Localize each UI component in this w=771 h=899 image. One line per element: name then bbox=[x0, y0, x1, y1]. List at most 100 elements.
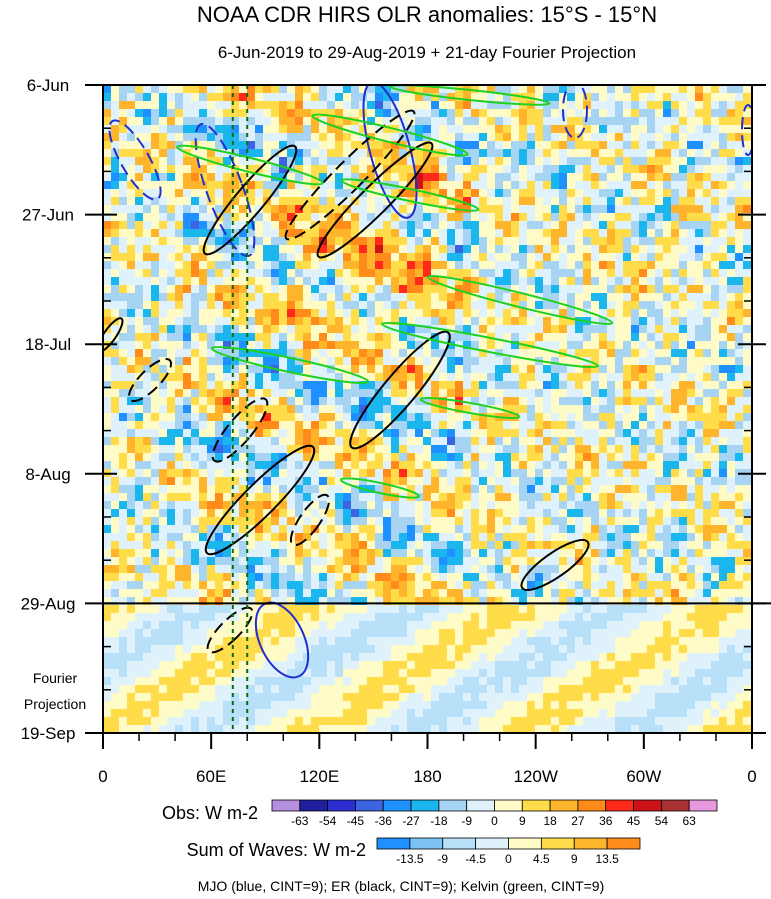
anomaly-cell bbox=[607, 397, 616, 406]
anomaly-cell bbox=[327, 309, 336, 318]
anomaly-cell bbox=[135, 325, 144, 334]
anomaly-cell bbox=[663, 373, 672, 382]
anomaly-cell bbox=[615, 109, 624, 118]
anomaly-cell bbox=[495, 357, 504, 366]
anomaly-cell bbox=[487, 93, 496, 102]
anomaly-cell bbox=[159, 469, 168, 478]
anomaly-cell bbox=[679, 549, 688, 558]
anomaly-cell bbox=[679, 301, 688, 310]
anomaly-cell bbox=[703, 109, 712, 118]
anomaly-cell bbox=[431, 333, 440, 342]
anomaly-cell bbox=[327, 469, 336, 478]
anomaly-cell bbox=[263, 405, 272, 414]
anomaly-cell bbox=[383, 317, 392, 326]
anomaly-cell bbox=[439, 173, 448, 182]
anomaly-cell bbox=[215, 421, 224, 430]
anomaly-cell bbox=[119, 485, 128, 494]
anomaly-cell bbox=[359, 357, 368, 366]
anomaly-cell bbox=[399, 437, 408, 446]
anomaly-cell bbox=[519, 277, 528, 286]
anomaly-cell bbox=[679, 517, 688, 526]
anomaly-cell bbox=[527, 445, 536, 454]
anomaly-cell bbox=[127, 221, 136, 230]
anomaly-cell bbox=[167, 333, 176, 342]
anomaly-cell bbox=[615, 229, 624, 238]
anomaly-cell bbox=[175, 181, 184, 190]
anomaly-cell bbox=[607, 333, 616, 342]
anomaly-cell bbox=[671, 317, 680, 326]
anomaly-cell bbox=[199, 277, 208, 286]
anomaly-cell bbox=[559, 525, 568, 534]
anomaly-cell bbox=[319, 549, 328, 558]
anomaly-cell bbox=[303, 141, 312, 150]
anomaly-cell bbox=[271, 301, 280, 310]
anomaly-cell bbox=[543, 557, 552, 566]
anomaly-cell bbox=[527, 325, 536, 334]
anomaly-cell bbox=[415, 157, 424, 166]
anomaly-cell bbox=[615, 277, 624, 286]
anomaly-cell bbox=[351, 157, 360, 166]
anomaly-cell bbox=[135, 541, 144, 550]
anomaly-cell bbox=[223, 341, 232, 350]
anomaly-cell bbox=[263, 133, 272, 142]
anomaly-cell bbox=[607, 221, 616, 230]
anomaly-cell bbox=[287, 269, 296, 278]
anomaly-cell bbox=[487, 469, 496, 478]
anomaly-cell bbox=[679, 125, 688, 134]
anomaly-cell bbox=[367, 317, 376, 326]
anomaly-cell bbox=[639, 525, 648, 534]
anomaly-cell bbox=[671, 469, 680, 478]
anomaly-cell bbox=[727, 189, 736, 198]
anomaly-cell bbox=[423, 549, 432, 558]
anomaly-cell bbox=[671, 109, 680, 118]
anomaly-cell bbox=[583, 341, 592, 350]
anomaly-cell bbox=[559, 453, 568, 462]
anomaly-cell bbox=[719, 301, 728, 310]
anomaly-cell bbox=[631, 413, 640, 422]
anomaly-cell bbox=[215, 541, 224, 550]
anomaly-cell bbox=[639, 365, 648, 374]
anomaly-cell bbox=[599, 197, 608, 206]
anomaly-cell bbox=[199, 165, 208, 174]
anomaly-cell bbox=[575, 301, 584, 310]
anomaly-cell bbox=[343, 165, 352, 174]
anomaly-cell bbox=[375, 237, 384, 246]
anomaly-cell bbox=[503, 301, 512, 310]
anomaly-cell bbox=[383, 93, 392, 102]
anomaly-cell bbox=[295, 245, 304, 254]
anomaly-cell bbox=[591, 301, 600, 310]
anomaly-cell bbox=[247, 285, 256, 294]
anomaly-cell bbox=[623, 429, 632, 438]
anomaly-cell bbox=[495, 237, 504, 246]
anomaly-cell bbox=[663, 261, 672, 270]
anomaly-cell bbox=[735, 485, 744, 494]
anomaly-cell bbox=[207, 413, 216, 422]
anomaly-cell bbox=[175, 509, 184, 518]
anomaly-cell bbox=[551, 117, 560, 126]
anomaly-cell bbox=[439, 437, 448, 446]
anomaly-cell bbox=[175, 173, 184, 182]
anomaly-cell bbox=[663, 293, 672, 302]
anomaly-cell bbox=[215, 221, 224, 230]
anomaly-cell bbox=[623, 357, 632, 366]
anomaly-cell bbox=[351, 549, 360, 558]
anomaly-cell bbox=[511, 357, 520, 366]
anomaly-cell bbox=[559, 309, 568, 318]
anomaly-cell bbox=[247, 93, 256, 102]
anomaly-cell bbox=[663, 93, 672, 102]
anomaly-cell bbox=[327, 517, 336, 526]
anomaly-cell bbox=[655, 213, 664, 222]
anomaly-cell bbox=[215, 325, 224, 334]
anomaly-cell bbox=[383, 429, 392, 438]
anomaly-cell bbox=[583, 277, 592, 286]
anomaly-cell bbox=[479, 317, 488, 326]
anomaly-cell bbox=[287, 197, 296, 206]
anomaly-cell bbox=[559, 501, 568, 510]
anomaly-cell bbox=[735, 429, 744, 438]
anomaly-cell bbox=[311, 461, 320, 470]
anomaly-cell bbox=[671, 533, 680, 542]
anomaly-cell bbox=[503, 93, 512, 102]
anomaly-cell bbox=[599, 557, 608, 566]
anomaly-cell bbox=[215, 437, 224, 446]
anomaly-cell bbox=[215, 469, 224, 478]
